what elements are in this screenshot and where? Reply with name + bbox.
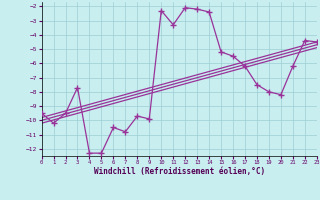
X-axis label: Windchill (Refroidissement éolien,°C): Windchill (Refroidissement éolien,°C) bbox=[94, 167, 265, 176]
